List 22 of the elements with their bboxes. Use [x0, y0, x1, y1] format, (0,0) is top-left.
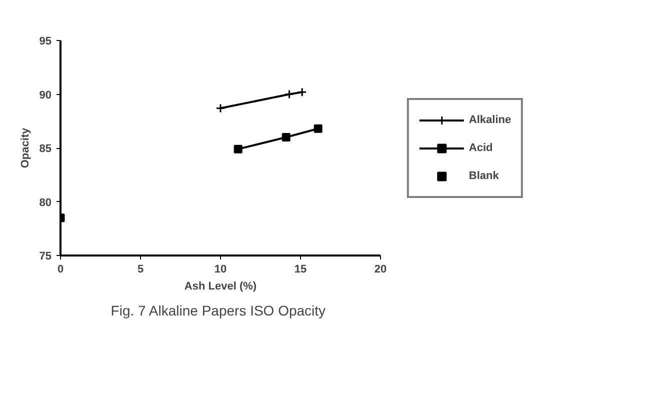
x-tick-label: 0 [57, 264, 64, 276]
x-tick-label: 15 [294, 264, 307, 276]
point [234, 144, 242, 154]
point [297, 87, 307, 97]
x-axis-title: Ash Level (%) [184, 280, 257, 292]
x-tick-label: 20 [374, 264, 387, 276]
legend-label: Alkaline [468, 114, 512, 126]
x-tick-label: 10 [214, 264, 227, 276]
point [216, 103, 226, 113]
y-tick-label: 75 [39, 250, 52, 262]
y-tick-label: 95 [39, 36, 52, 48]
text: Fig. 7 Alkaline Papers ISO Opacity [110, 302, 326, 318]
point [314, 124, 322, 133]
point [282, 133, 290, 142]
y-tick-label: 85 [39, 143, 52, 155]
point [284, 90, 294, 99]
legend-label: Blank [468, 170, 499, 182]
y-axis-title: Opacity [19, 126, 32, 168]
x-tick-label: 5 [137, 264, 144, 276]
legend-label: Acid [468, 142, 493, 154]
y-tick-label: 80 [39, 196, 52, 209]
y-tick-label: 90 [39, 89, 52, 102]
